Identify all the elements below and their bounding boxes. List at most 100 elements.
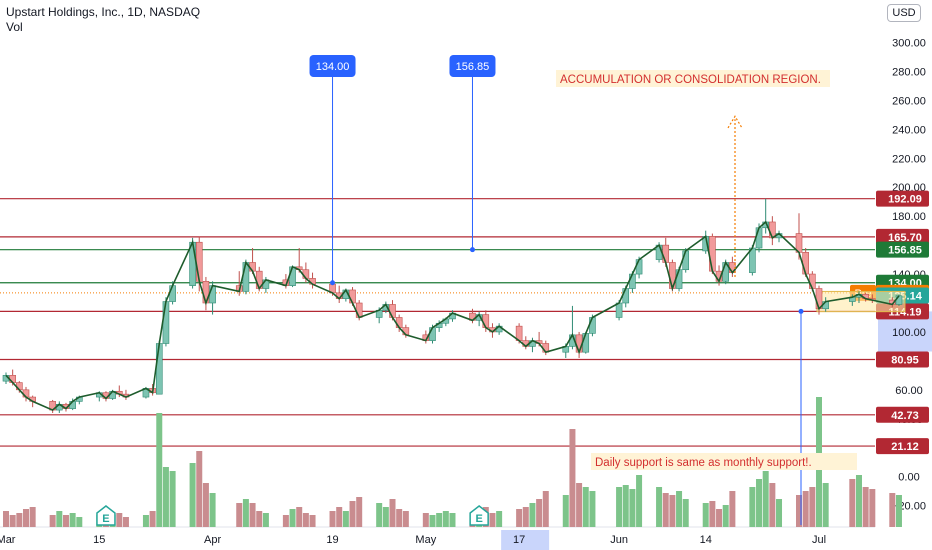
candle-body (349, 289, 356, 304)
volume-bar (169, 471, 176, 527)
volume-bar (3, 511, 9, 527)
candle-body (809, 273, 816, 289)
candle-body (615, 302, 623, 318)
volume-bar (662, 493, 669, 527)
volume-bar (29, 507, 36, 527)
time-tick-label: 19 (326, 534, 338, 546)
volume-bar (156, 413, 163, 527)
volume-bar (709, 501, 716, 527)
zigzag-line (5, 220, 900, 412)
volume-bar (349, 501, 356, 527)
volume-bar (356, 497, 363, 527)
callout-point (330, 280, 336, 286)
volume-bar (449, 513, 456, 527)
volume-bar (62, 515, 69, 527)
volume-bar (382, 507, 389, 527)
price-tick-label: 220.00 (892, 153, 926, 165)
candle-body (802, 252, 809, 275)
volume-bar (656, 487, 663, 527)
volume-bar (442, 511, 449, 527)
price-axis-bg (876, 0, 932, 525)
volume-bar (262, 513, 269, 527)
candle-body (395, 317, 403, 328)
volume-bar (236, 503, 243, 527)
price-tick-label: 60.00 (895, 385, 923, 397)
volume-bar (16, 513, 23, 527)
volume-bar (49, 515, 56, 527)
volume-bar (862, 487, 869, 527)
volume-bar (616, 487, 623, 527)
volume-bar (522, 507, 529, 527)
candle-body (155, 343, 163, 395)
candle-body (575, 334, 583, 353)
earnings-marker (469, 505, 489, 526)
volume-bar (309, 515, 316, 527)
volume-bar (589, 491, 596, 527)
candle-body (242, 262, 250, 292)
earnings-marker (96, 505, 116, 526)
volume-bar (716, 509, 723, 527)
volume-bar (802, 491, 809, 527)
volume-bar (796, 495, 803, 527)
volume-label: Vol (6, 20, 23, 34)
level-badge (876, 241, 929, 258)
level-badge-label: 21.12 (891, 441, 919, 453)
candle-body (582, 333, 590, 353)
volume-bar (562, 495, 569, 527)
price-tick-label: −20.00 (892, 501, 926, 513)
level-badge-label: 42.73 (891, 410, 919, 422)
candle-body (202, 280, 210, 304)
candle-body (589, 317, 596, 334)
level-badge-label: 156.85 (888, 245, 922, 257)
volume-bar (529, 503, 536, 527)
volume-bar (296, 507, 303, 527)
time-tick-label: Jul (812, 534, 826, 546)
level-badge-label: 192.09 (888, 194, 922, 206)
time-tick-label: Apr (204, 534, 221, 546)
support-point (798, 308, 804, 314)
candle-body (482, 314, 490, 328)
level-badge-label: 165.70 (888, 232, 922, 244)
candle-body (682, 250, 690, 271)
volume-bar (56, 511, 63, 527)
time-tick-label: 15 (93, 534, 105, 546)
volume-bar (196, 451, 203, 527)
candle-body (169, 285, 176, 302)
price-tick-label: 0.00 (898, 472, 919, 484)
candle-body (662, 244, 670, 263)
volume-bar (869, 489, 876, 527)
volume-bar (855, 475, 862, 527)
level-badge (876, 438, 929, 455)
volume-bar (762, 471, 769, 527)
time-tick-label: Jun (610, 534, 628, 546)
currency-button[interactable]: USD (887, 4, 921, 22)
volume-bar (209, 493, 216, 527)
price-tick-label: 260.00 (892, 95, 926, 107)
volume-bar (622, 485, 629, 527)
instrument-title: Upstart Holdings, Inc., 1D, NASDAQ (6, 5, 201, 19)
candle-body (195, 241, 203, 282)
volume-bar (202, 483, 209, 527)
candle-body (429, 327, 436, 341)
candle-body (622, 288, 630, 304)
volume-bar (809, 487, 816, 527)
volume-bar (9, 515, 16, 527)
volume-bar (889, 493, 896, 527)
volume-bar (389, 499, 396, 527)
price-tick-label: 180.00 (892, 211, 926, 223)
price-tick-label: 100.00 (892, 327, 926, 339)
time-axis-highlight (501, 530, 550, 550)
volume-bar (676, 491, 683, 527)
volume-bar (329, 511, 336, 527)
volume-bar (542, 491, 549, 527)
annotation-bg (591, 453, 857, 470)
volume-bar (895, 495, 902, 527)
volume-bar (342, 511, 349, 527)
candle-body (389, 304, 396, 318)
volume-bar (769, 483, 776, 527)
volume-bar (702, 503, 709, 527)
callout-label: 156.85 (456, 61, 490, 73)
volume-bar (282, 515, 289, 527)
volume-bar (629, 489, 636, 527)
